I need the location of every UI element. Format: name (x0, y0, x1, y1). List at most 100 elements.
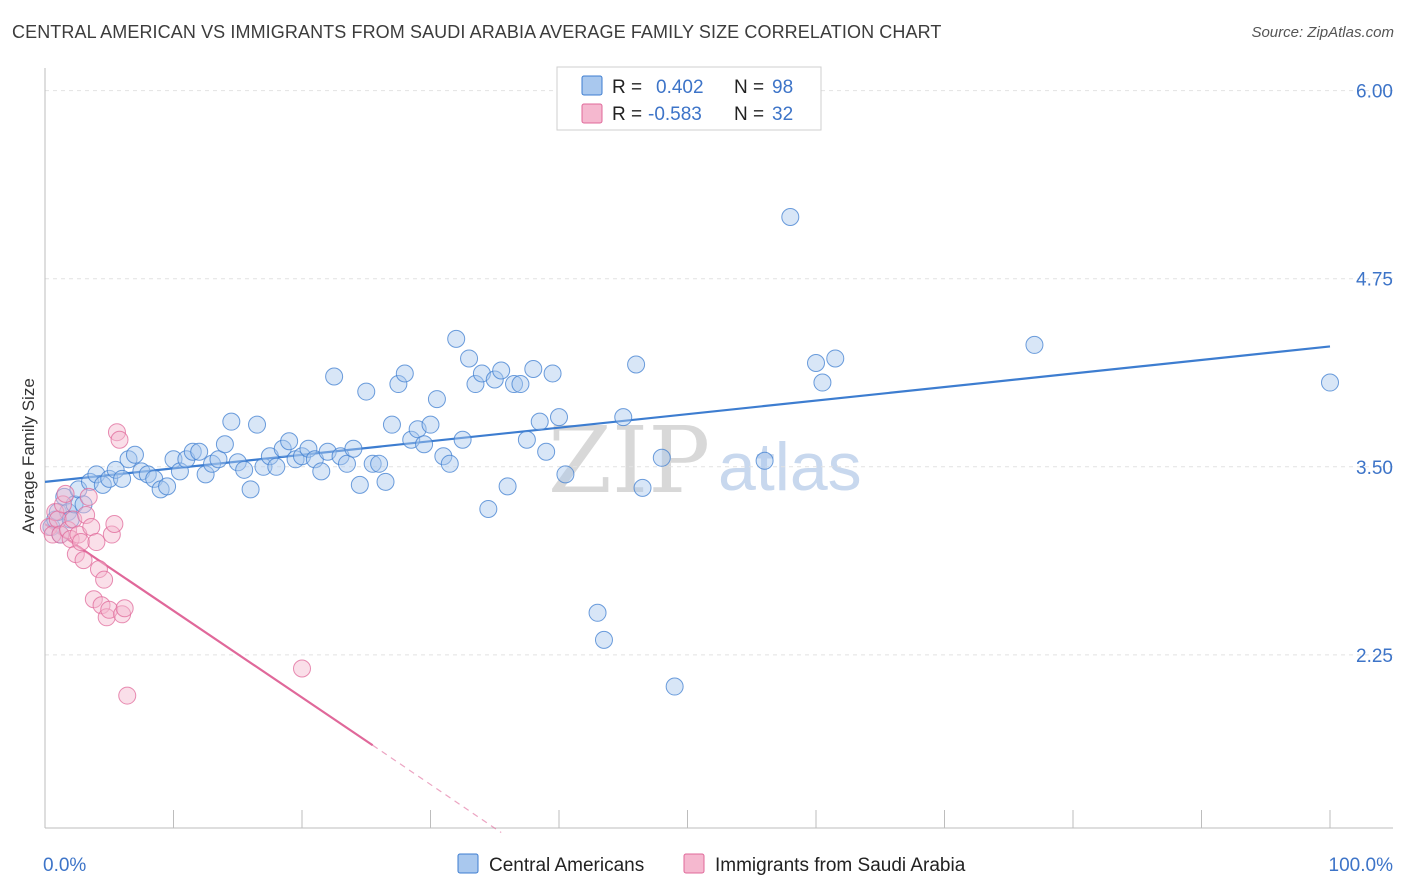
point-saudi-arabia-16 (82, 518, 101, 537)
point-central-american-41 (280, 432, 299, 451)
legend-n-value-2: 32 (772, 104, 793, 125)
legend-r-label-1: R = (612, 77, 642, 98)
point-central-american-58 (389, 375, 408, 394)
point-central-american-70 (466, 375, 485, 394)
point-central-american-27 (190, 442, 209, 461)
point-central-american-66 (440, 454, 459, 473)
point-central-american-76 (505, 375, 524, 394)
watermark-zip: ZIP (548, 407, 710, 514)
point-saudi-arabia-29 (115, 599, 134, 618)
point-central-american-44 (299, 439, 318, 458)
series-label-central-americans: Central Americans (489, 855, 644, 876)
point-central-american-57 (382, 415, 401, 434)
y-tick-label-1: 3.50 (1356, 458, 1393, 479)
point-central-american-81 (537, 442, 556, 461)
source-credit: Source: ZipAtlas.com (1251, 24, 1394, 41)
point-central-american-16 (119, 450, 138, 469)
point-central-american-88 (627, 355, 646, 374)
point-central-american-36 (248, 415, 267, 434)
point-central-american-73 (485, 370, 504, 389)
point-central-american-30 (209, 450, 228, 469)
x-tick-labels: 0.0% 100.0% (43, 855, 1393, 876)
legend-r-value-1: 0.402 (656, 77, 704, 98)
point-central-american-14 (106, 460, 125, 479)
point-central-american-35 (241, 480, 260, 499)
point-central-american-89 (633, 478, 652, 497)
point-central-american-72 (479, 499, 498, 518)
point-central-american-67 (447, 329, 466, 348)
point-central-american-80 (530, 412, 549, 431)
point-central-american-95 (813, 373, 832, 392)
legend-n-label-1: N = (734, 77, 764, 98)
y-tick-label-3: 6.00 (1356, 82, 1393, 103)
legend-n-label-2: N = (734, 104, 764, 125)
point-central-american-68 (453, 430, 472, 449)
point-central-american-96 (826, 349, 845, 368)
legend-swatch-pink (581, 103, 603, 124)
point-saudi-arabia-31 (293, 659, 311, 678)
point-central-american-13 (100, 469, 119, 488)
point-central-american-83 (550, 408, 568, 427)
point-saudi-arabia-25 (105, 515, 124, 533)
point-central-american-53 (357, 382, 376, 401)
point-central-american-59 (395, 364, 414, 383)
point-central-american-75 (498, 477, 517, 496)
point-central-american-40 (273, 439, 292, 458)
point-central-american-15 (113, 469, 132, 488)
point-central-american-63 (421, 415, 440, 434)
point-central-american-4 (55, 487, 74, 506)
point-saudi-arabia-18 (87, 533, 106, 552)
point-central-american-90 (652, 448, 671, 467)
point-central-american-50 (337, 454, 356, 473)
legend-r-value-2: -0.583 (648, 104, 702, 125)
point-central-american-52 (350, 475, 369, 494)
y-tick-labels: 2.25 3.50 4.75 6.00 (1356, 82, 1393, 667)
x-tick-label-1: 100.0% (1329, 855, 1394, 876)
point-central-american-34 (235, 460, 254, 479)
point-saudi-arabia-22 (97, 608, 116, 627)
point-central-american-46 (312, 462, 331, 481)
point-saudi-arabia-14 (77, 505, 96, 524)
point-central-american-55 (370, 454, 389, 473)
point-saudi-arabia-19 (89, 560, 108, 579)
point-central-american-33 (228, 453, 247, 472)
point-central-american-79 (524, 359, 543, 378)
trend-line-extension-pink (372, 744, 502, 834)
point-central-american-77 (511, 375, 530, 394)
point-saudi-arabia-5 (53, 495, 72, 514)
point-central-american-31 (215, 435, 234, 454)
point-saudi-arabia-30 (118, 686, 137, 705)
point-saudi-arabia-13 (74, 551, 93, 570)
point-central-american-92 (755, 451, 774, 470)
point-central-american-85 (588, 603, 607, 622)
point-central-american-86 (594, 630, 613, 649)
axes (44, 68, 1393, 829)
point-central-american-32 (222, 412, 241, 431)
point-saudi-arabia-27 (110, 430, 129, 449)
legend-swatch-blue (581, 75, 603, 96)
point-central-american-37 (254, 457, 273, 476)
point-central-american-94 (807, 353, 825, 372)
legend-n-value-1: 98 (772, 77, 793, 98)
point-central-american-64 (427, 390, 446, 409)
series-legend: Central Americans Immigrants from Saudi … (457, 853, 966, 876)
point-central-american-98 (1321, 373, 1339, 392)
series-swatch-saudi-arabia (683, 853, 705, 874)
series-swatch-central-americans (457, 853, 479, 874)
data-points (39, 207, 1339, 705)
point-central-american-51 (344, 439, 363, 458)
point-saudi-arabia-24 (102, 525, 121, 544)
point-central-american-69 (460, 349, 479, 368)
point-central-american-82 (543, 364, 562, 383)
point-central-american-39 (267, 457, 286, 476)
point-central-american-84 (556, 465, 575, 484)
trend-line-pink (44, 523, 374, 747)
y-tick-label-0: 2.25 (1356, 646, 1393, 667)
point-central-american-19 (138, 465, 157, 484)
point-central-american-78 (517, 430, 536, 449)
point-central-american-28 (196, 465, 215, 484)
point-central-american-74 (492, 361, 511, 380)
point-central-american-65 (434, 447, 453, 466)
x-tick-label-0: 0.0% (43, 855, 86, 876)
